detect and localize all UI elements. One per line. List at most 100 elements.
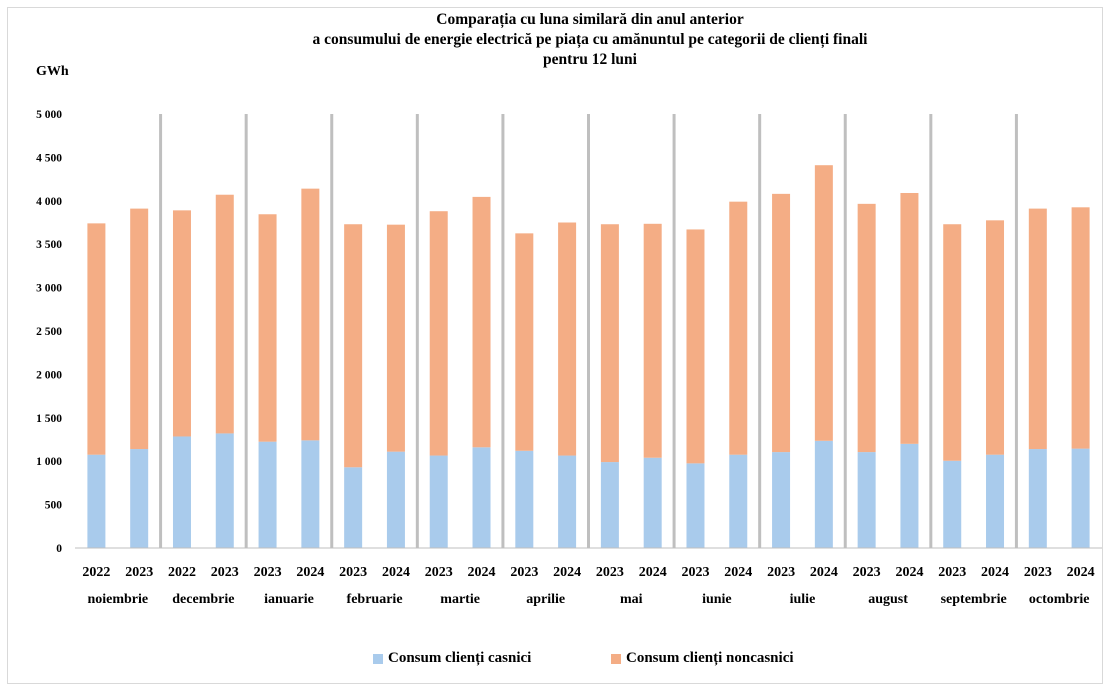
bar-noncasnici (429, 211, 448, 456)
x-tick-month: septembrie (941, 592, 1007, 607)
bar-casnici (1071, 448, 1090, 548)
x-tick-month: aprilie (526, 592, 565, 607)
x-tick-year: 2023 (1024, 565, 1052, 580)
x-tick-year: 2023 (510, 565, 538, 580)
bar-noncasnici (258, 214, 277, 442)
x-tick-month: iunie (702, 592, 732, 607)
y-tick-label: 2 000 (36, 369, 62, 381)
x-tick-year: 2024 (553, 565, 581, 580)
bar-noncasnici (1071, 207, 1090, 449)
bar-noncasnici (215, 194, 234, 434)
x-tick-year: 2023 (853, 565, 881, 580)
x-tick-year: 2023 (938, 565, 966, 580)
bar-noncasnici (344, 224, 363, 468)
x-tick-year: 2024 (382, 565, 410, 580)
chart-frame (7, 7, 1103, 684)
x-tick-year: 2024 (468, 565, 496, 580)
x-tick-month: ianuarie (264, 592, 314, 607)
legend-swatch-noncasnici (611, 653, 621, 664)
bar-casnici (558, 455, 577, 548)
x-tick-month: august (868, 592, 908, 607)
y-tick-label: 0 (56, 543, 62, 555)
bar-casnici (943, 460, 962, 548)
bar-noncasnici (943, 224, 962, 461)
x-tick-year: 2023 (125, 565, 153, 580)
bar-casnici (814, 440, 833, 548)
x-tick-year: 2023 (767, 565, 795, 580)
bar-noncasnici (814, 165, 833, 441)
y-tick-label: 2 500 (36, 326, 62, 338)
x-tick-year: 2023 (425, 565, 453, 580)
x-tick-month: mai (620, 592, 643, 607)
bar-casnici (301, 440, 320, 548)
bar-noncasnici (729, 201, 748, 455)
x-tick-year: 2023 (596, 565, 624, 580)
legend-swatch-casnici (373, 653, 383, 664)
bar-casnici (600, 462, 619, 548)
y-tick-label: 4 500 (36, 152, 62, 164)
bar-noncasnici (558, 222, 577, 456)
bar-casnici (986, 454, 1005, 548)
legend-label-casnici: Consum clienți casnici (388, 650, 532, 666)
bar-noncasnici (900, 192, 919, 444)
y-tick-label: 4 000 (36, 196, 62, 208)
x-tick-year: 2024 (1067, 565, 1095, 580)
bar-casnici (1028, 449, 1047, 548)
y-axis-unit: GWh (36, 64, 69, 79)
x-tick-month: noiembrie (87, 592, 148, 607)
legend-label-noncasnici: Consum clienți noncasnici (626, 650, 794, 666)
bar-casnici (258, 441, 277, 548)
bar-noncasnici (1028, 208, 1047, 450)
y-tick-label: 3 500 (36, 239, 62, 251)
bar-noncasnici (386, 224, 405, 452)
y-tick-label: 1 000 (36, 456, 62, 468)
bar-casnici (515, 450, 534, 548)
bar-casnici (857, 452, 876, 548)
chart-title-line-3: pentru 12 luni (543, 51, 637, 68)
x-tick-year: 2023 (681, 565, 709, 580)
bar-noncasnici (600, 224, 619, 463)
bar-noncasnici (87, 223, 106, 455)
x-tick-month: martie (440, 592, 480, 607)
bar-casnici (686, 463, 705, 548)
bar-noncasnici (172, 210, 191, 437)
bar-casnici (429, 455, 448, 548)
bar-noncasnici (130, 208, 149, 450)
bar-casnici (130, 449, 149, 548)
x-tick-year: 2022 (168, 565, 196, 580)
bar-casnici (729, 454, 748, 548)
bar-casnici (215, 433, 234, 548)
x-tick-year: 2023 (254, 565, 282, 580)
bar-noncasnici (515, 233, 534, 451)
x-tick-year: 2024 (810, 565, 838, 580)
legend-item-noncasnici: Consum clienți noncasnici (611, 650, 794, 667)
x-tick-year: 2024 (639, 565, 667, 580)
y-tick-label: 500 (45, 500, 63, 512)
bar-noncasnici (986, 220, 1005, 455)
bar-noncasnici (686, 229, 705, 464)
bar-casnici (643, 457, 662, 548)
bar-casnici (472, 447, 491, 548)
bar-casnici (386, 451, 405, 548)
bar-casnici (900, 443, 919, 548)
y-tick-label: 1 500 (36, 413, 62, 425)
x-tick-month: decembrie (172, 592, 234, 607)
legend-item-casnici: Consum clienți casnici (373, 650, 531, 667)
x-tick-year: 2024 (296, 565, 324, 580)
x-tick-year: 2024 (895, 565, 923, 580)
y-tick-label: 5 000 (36, 109, 62, 121)
bar-casnici (87, 454, 106, 548)
bar-casnici (172, 436, 191, 548)
bar-noncasnici (472, 196, 491, 448)
chart-title-line-2: a consumului de energie electrică pe pia… (312, 31, 868, 48)
bar-casnici (344, 467, 363, 548)
x-tick-year: 2023 (339, 565, 367, 580)
chart-title-line-1: Comparația cu luna similară din anul ant… (436, 11, 744, 28)
bar-noncasnici (772, 193, 791, 453)
bar-noncasnici (643, 223, 662, 458)
x-tick-year: 2023 (211, 565, 239, 580)
x-tick-year: 2024 (724, 565, 752, 580)
x-tick-month: februarie (347, 592, 403, 607)
x-tick-year: 2022 (82, 565, 110, 580)
